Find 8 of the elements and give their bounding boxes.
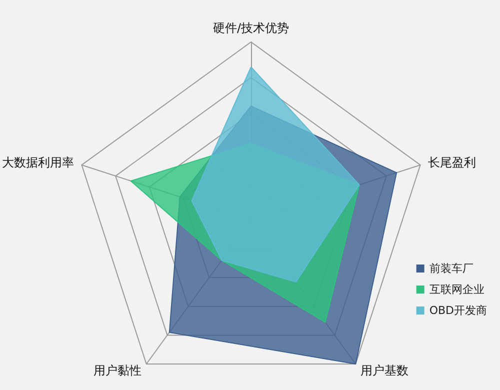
spoke-label: 用户基数	[360, 363, 408, 378]
legend-label: 互联网企业	[429, 283, 484, 296]
spoke-label: 长尾盈利	[428, 156, 476, 170]
legend-label: 前装车厂	[429, 262, 474, 275]
legend-label: OBD开发商	[429, 304, 488, 317]
spoke-label: 大数据利用率	[2, 156, 74, 170]
spoke-label: 硬件/技术优势	[212, 21, 290, 35]
spoke-label: 用户黏性	[94, 363, 142, 378]
